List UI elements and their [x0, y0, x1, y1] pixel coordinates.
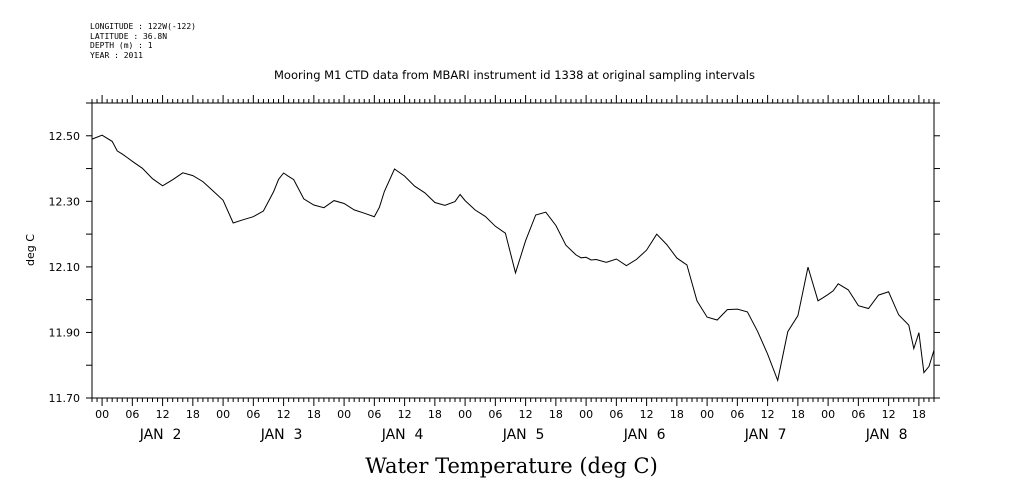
- x-hour-label: 18: [428, 408, 442, 421]
- x-hour-label: 18: [912, 408, 926, 421]
- x-hour-label: 06: [730, 408, 744, 421]
- x-day-label: JAN 2: [139, 427, 182, 443]
- x-hour-label: 00: [216, 408, 230, 421]
- x-hour-label: 06: [367, 408, 381, 421]
- x-hour-label: 00: [700, 408, 714, 421]
- y-tick-label: 11.70: [49, 392, 81, 405]
- x-hour-label: 06: [488, 408, 502, 421]
- x-hour-label: 12: [882, 408, 896, 421]
- x-hour-label: 00: [579, 408, 593, 421]
- x-day-label: JAN 3: [260, 427, 303, 443]
- y-tick-label: 11.90: [49, 326, 81, 339]
- x-hour-label: 12: [761, 408, 775, 421]
- x-hour-label: 00: [458, 408, 472, 421]
- x-hour-label: 00: [95, 408, 109, 421]
- x-hour-label: 06: [246, 408, 260, 421]
- y-tick-label: 12.10: [49, 261, 81, 274]
- x-day-label: JAN 4: [381, 427, 424, 443]
- x-hour-label: 18: [186, 408, 200, 421]
- x-hour-label: 12: [398, 408, 412, 421]
- x-hour-label: 06: [609, 408, 623, 421]
- x-axis-title: Water Temperature (deg C): [365, 454, 658, 478]
- chart-title: Mooring M1 CTD data from MBARI instrumen…: [274, 68, 755, 82]
- x-hour-label: 18: [791, 408, 805, 421]
- y-axis-label: deg C: [24, 234, 37, 266]
- x-hour-label: 00: [821, 408, 835, 421]
- plot-frame: [91, 102, 935, 399]
- year-text: YEAR : 2011: [90, 50, 143, 60]
- x-hour-label: 18: [670, 408, 684, 421]
- x-day-label: JAN 5: [502, 427, 545, 443]
- longitude-text: LONGITUDE : 122W(-122): [90, 22, 196, 31]
- metadata-block: LONGITUDE : 122W(-122) LATITUDE : 36.8N …: [90, 22, 196, 60]
- x-hour-label: 06: [125, 408, 139, 421]
- x-hour-label: 12: [640, 408, 654, 421]
- x-day-label: JAN 7: [744, 427, 787, 443]
- x-hour-label: 12: [519, 408, 533, 421]
- x-hour-label: 18: [549, 408, 563, 421]
- depth-text: DEPTH (m) : 1: [90, 41, 153, 50]
- y-tick-label: 12.50: [49, 130, 81, 143]
- x-day-label: JAN 8: [865, 427, 908, 443]
- x-hour-label: 00: [337, 408, 351, 421]
- y-tick-label: 12.30: [49, 195, 81, 208]
- temperature-series-line: [91, 134, 935, 383]
- x-hour-label: 18: [307, 408, 321, 421]
- x-day-label: JAN 6: [623, 427, 666, 443]
- x-hour-label: 06: [851, 408, 865, 421]
- x-hour-label: 12: [277, 408, 291, 421]
- x-hour-label: 12: [156, 408, 170, 421]
- latitude-text: LATITUDE : 36.8N: [90, 31, 168, 41]
